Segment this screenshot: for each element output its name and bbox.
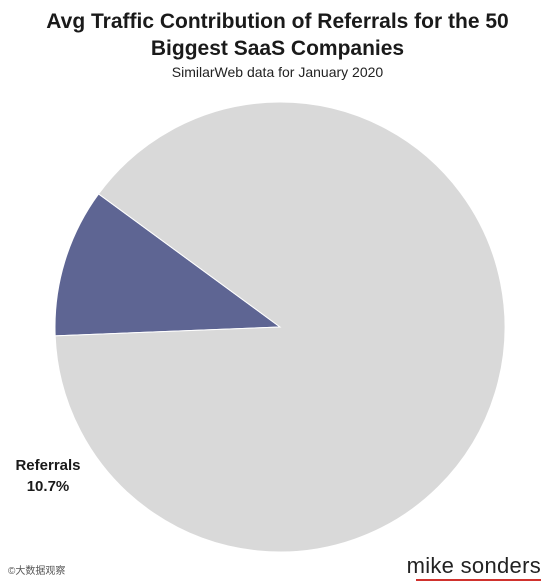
pie-slice-other [54,101,506,553]
referrals-label-value: 10.7% [26,478,70,495]
watermark: ©大数据观察 [8,566,66,577]
brand-logo: mike sonders [406,553,541,578]
chart-title-line-1: Avg Traffic Contribution of Referrals fo… [46,10,509,33]
chart-subtitle: SimilarWeb data for January 2020 [171,64,384,80]
pie-slice-referrals [54,193,282,337]
brand-underline [416,579,541,581]
chart-title: Avg Traffic Contribution of Referrals fo… [0,8,555,62]
chart-title-line-2: Biggest SaaS Companies [150,37,405,60]
referrals-slice-label: Referrals 10.7% [8,455,88,497]
referrals-label-text: Referrals [15,457,81,474]
